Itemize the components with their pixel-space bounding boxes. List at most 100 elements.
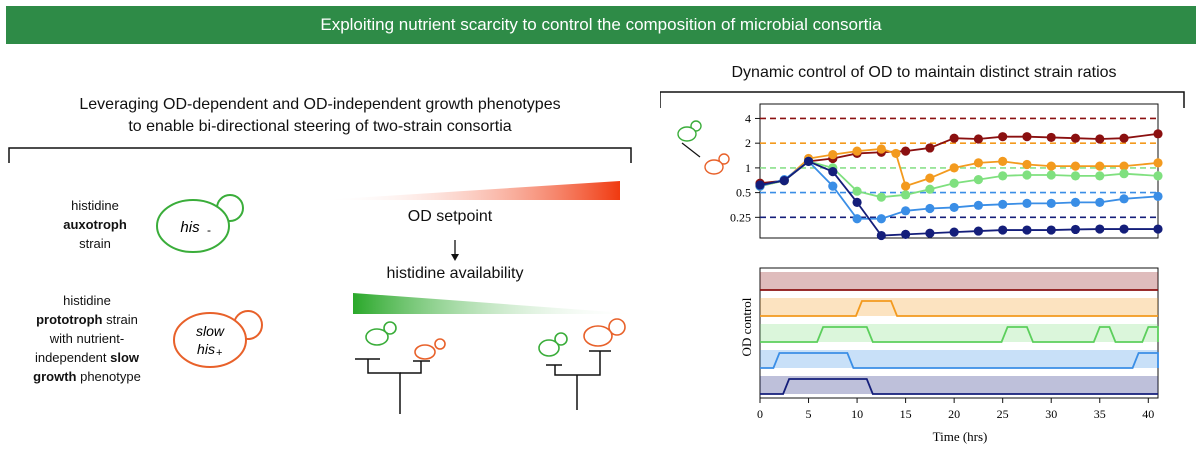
ratio-y-tick-label: 0.25: [730, 210, 751, 224]
data-point: [998, 132, 1008, 142]
data-point: [901, 229, 911, 239]
data-point: [1095, 134, 1105, 144]
data-point: [1022, 159, 1032, 170]
prototroph-description: histidine prototroph strain with nutrien…: [32, 291, 142, 386]
right-heading: Dynamic control of OD to maintain distin…: [731, 64, 1117, 81]
auxotroph-line1: histidine: [71, 198, 119, 213]
prototroph-bold-word: prototroph: [36, 312, 103, 327]
data-point: [1070, 161, 1081, 171]
data-point: [1070, 171, 1081, 181]
data-point: [973, 226, 984, 236]
data-point: [852, 146, 862, 156]
data-point: [1119, 224, 1129, 234]
data-point: [1070, 197, 1081, 207]
ratio-plot-frame: [759, 103, 1159, 239]
data-point: [925, 203, 935, 214]
data-point: [1022, 170, 1032, 180]
x-axis-label: Time (hrs): [933, 429, 988, 444]
histidine-availability-label: histidine availability: [386, 265, 524, 282]
data-point: [891, 148, 901, 159]
prototroph-line4-rest: independent: [34, 350, 111, 365]
auxotroph-description: histidine auxotroph strain: [45, 196, 145, 253]
od-control-band: [760, 376, 1158, 394]
left-bracket: [8, 147, 632, 163]
ratio-y-tick-label: 1: [745, 161, 751, 175]
od-control-axis-label: OD control: [739, 297, 754, 356]
down-arrow-head: [451, 254, 459, 261]
ratio-y-tick-label: 4: [745, 111, 751, 125]
x-tick-label: 30: [1045, 407, 1057, 421]
left-heading-line1: Leveraging OD-dependent and OD-independe…: [79, 96, 561, 113]
data-point: [901, 190, 911, 200]
data-point: [973, 134, 984, 144]
data-point: [1022, 225, 1032, 235]
ratio-plot-area: 4 2 1 0.5 0.25: [730, 103, 1163, 241]
data-point: [828, 181, 838, 191]
auxotroph-line3: strain: [79, 236, 111, 251]
prototroph-line4: independent slow: [32, 348, 142, 367]
data-point: [1119, 194, 1129, 204]
data-point: [1153, 224, 1163, 234]
left-heading-line2: to enable bi-directional steering of two…: [128, 118, 512, 135]
data-point: [1046, 161, 1056, 171]
data-point: [1095, 224, 1105, 234]
data-point: [925, 184, 935, 194]
data-point: [876, 144, 886, 154]
prototroph-cell-label2: his: [197, 341, 215, 357]
ratio-y-tick-label: 0.5: [736, 186, 751, 200]
x-tick-label: 20: [948, 407, 960, 421]
x-tick-label: 15: [900, 407, 912, 421]
od-control-trace: [760, 378, 1158, 395]
x-tick-label: 0: [757, 407, 763, 421]
data-point: [949, 202, 959, 213]
left-diagram: his - slow his +: [8, 147, 640, 414]
data-point: [1153, 158, 1163, 168]
data-point: [1046, 170, 1056, 180]
data-point: [925, 143, 935, 153]
data-point: [852, 197, 862, 207]
prototroph-line1: histidine: [63, 293, 111, 308]
prototroph-line5: growth phenotype: [32, 367, 142, 386]
data-point: [1153, 191, 1163, 201]
prototroph-cell-label1: slow: [196, 323, 225, 339]
od-control-plot-area: 0 5 10 15 20 25 30 35 40: [757, 267, 1159, 421]
data-point: [901, 181, 911, 191]
prototroph-cell-sign: +: [216, 347, 222, 359]
prototroph-line2: prototroph strain: [32, 310, 142, 329]
data-point: [901, 146, 911, 156]
data-point: [1046, 132, 1056, 143]
data-point: [779, 176, 789, 186]
data-point: [1119, 169, 1129, 179]
prototroph-cell-icon: slow his +: [173, 310, 263, 368]
auxotroph-cell-icon: his -: [156, 194, 244, 253]
data-point: [998, 156, 1008, 166]
data-point: [1070, 224, 1081, 235]
data-point: [876, 192, 886, 202]
data-point: [1046, 225, 1056, 235]
prototroph-line5-rest: phenotype: [76, 369, 141, 384]
competition-tree-high: [538, 318, 626, 410]
data-point: [828, 167, 838, 177]
data-point: [1153, 171, 1163, 181]
auxotroph-cell-sign: -: [207, 223, 211, 237]
data-point: [998, 171, 1008, 181]
data-point: [973, 158, 984, 168]
od-control-trace: [760, 326, 1159, 343]
od-setpoint-gradient: [322, 181, 620, 200]
od-setpoint-label: OD setpoint: [407, 208, 493, 225]
data-point: [828, 150, 838, 160]
x-tick-label: 10: [851, 407, 863, 421]
prototroph-growth-word: growth: [33, 369, 77, 384]
data-point: [1022, 132, 1032, 142]
prototroph-line3: with nutrient-: [49, 331, 125, 346]
data-point: [1022, 198, 1032, 208]
auxotroph-line2: auxotroph: [63, 217, 127, 232]
data-point: [1046, 198, 1056, 208]
data-point: [973, 175, 984, 185]
prototroph-line2-rest: strain: [102, 312, 138, 327]
title-banner: Exploiting nutrient scarcity to control …: [6, 6, 1196, 44]
data-point: [949, 178, 959, 188]
od-control-band: [760, 324, 1158, 342]
data-point: [1119, 161, 1129, 171]
competition-tree-low: [355, 321, 446, 414]
